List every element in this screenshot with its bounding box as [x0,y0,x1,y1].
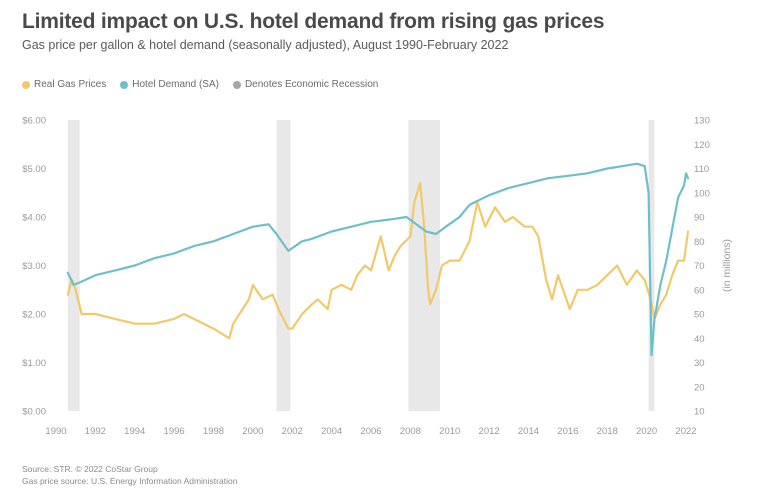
y-right-tick-label: 30 [694,358,705,369]
recession-band-1 [276,120,291,411]
y-left-tick-label: $1.00 [22,358,46,369]
y-right-axis-label: (in millions) [721,239,733,292]
legend-item-gas[interactable]: Real Gas Prices [22,79,106,90]
x-tick-label: 2006 [360,426,381,437]
y-left-tick-label: $0.00 [22,407,46,418]
y-right-tick-label: 80 [694,237,705,248]
y-left-tick-label: $5.00 [22,164,46,175]
chart-title: Limited impact on U.S. hotel demand from… [22,10,605,33]
x-tick-label: 2002 [282,426,303,437]
source-note: Source: STR. © 2022 CoStar Group [22,464,158,474]
legend-recession-label: Denotes Economic Recession [244,79,379,90]
x-tick-label: 2022 [675,426,696,437]
y-left-tick-label: $6.00 [22,116,46,127]
y-right-tick-label: 110 [694,164,709,175]
legend-hotel-marker [120,80,129,89]
y-right-tick-label: 20 [694,382,705,393]
legend-recession-marker [232,80,241,89]
x-tick-label: 2010 [439,426,460,437]
legend-gas-label: Real Gas Prices [34,79,107,90]
y-right-tick-label: 60 [694,285,705,296]
legend-item-hotel[interactable]: Hotel Demand (SA) [120,79,219,90]
x-tick-label: 1996 [164,426,185,437]
x-tick-label: 2000 [242,426,263,437]
gas-source-note: Gas price source: U.S. Energy Informatio… [22,476,238,486]
legend-gas-marker [22,80,30,89]
x-tick-label: 1990 [45,426,66,437]
legend: Real Gas Prices Hotel Demand (SA) Denote… [22,79,378,90]
recession-band-2 [408,120,440,411]
x-tick-label: 2004 [321,426,342,437]
gas-price-series-line [66,182,690,340]
x-tick-label: 1992 [85,426,106,437]
y-right-tick-label: 120 [694,140,710,151]
recession-band-3 [648,120,655,411]
y-left-tick-label: $2.00 [22,310,46,321]
y-right-tick-label: 90 [694,213,705,224]
y-right-tick-label: 130 [694,116,710,127]
x-tick-label: 2020 [636,426,657,437]
x-tick-label: 2012 [479,426,500,437]
x-tick-label: 2014 [518,426,539,437]
x-tick-label: 2018 [597,426,618,437]
recession-band-0 [67,120,80,411]
x-tick-label: 1994 [124,426,145,437]
y-right-tick-label: 40 [694,334,705,345]
chart-subtitle: Gas price per gallon & hotel demand (sea… [22,38,509,52]
x-tick-label: 2016 [557,426,578,437]
y-right-tick-label: 100 [694,188,710,199]
y-right-tick-label: 70 [694,261,705,272]
y-right-tick-label: 50 [694,310,705,321]
y-left-tick-label: $4.00 [22,213,46,224]
legend-hotel-label: Hotel Demand (SA) [132,79,219,90]
y-right-tick-label: 10 [694,407,705,418]
hotel-demand-series-line [66,162,690,357]
axes: $0.00 $1.00 $2.00 $3.00 $4.00 $5.00 $6.00 10 20 3… [22,116,733,438]
recession-bands [67,120,655,411]
x-tick-label: 2008 [400,426,421,437]
legend-item-recession[interactable]: Denotes Economic Recession [232,79,379,90]
series-lines [66,162,690,357]
x-tick-label: 1998 [203,426,224,437]
y-left-tick-label: $3.00 [22,261,46,272]
